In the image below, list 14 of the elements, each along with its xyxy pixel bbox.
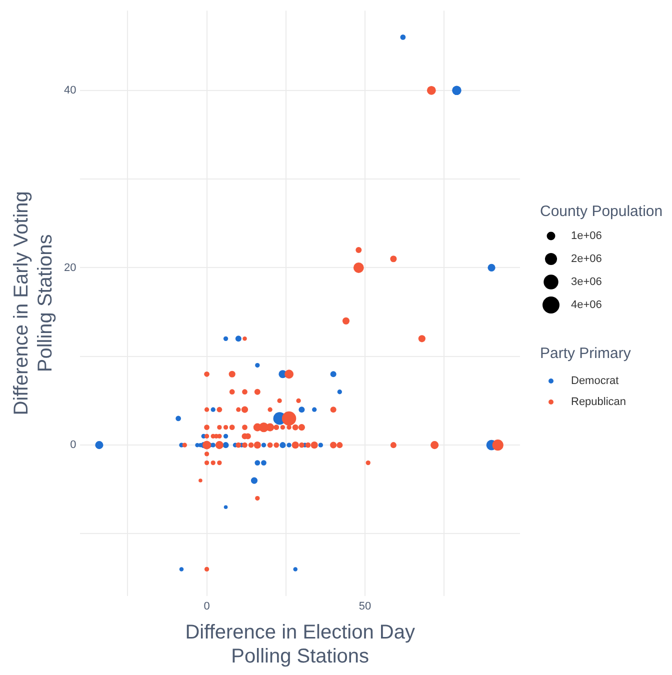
legend-label: 1e+06 [571, 230, 602, 242]
y-tick-label: 40 [64, 84, 76, 96]
legend-title: Party Primary [540, 345, 632, 362]
y-tick-label: 0 [70, 439, 76, 452]
legend-label: 3e+06 [571, 276, 602, 288]
legend-label: 2e+06 [571, 253, 602, 266]
y-axis-title: Difference in Early Voting Polling Stations [10, 191, 57, 416]
text: County Population [540, 203, 663, 220]
legend-label: Republican [571, 396, 626, 408]
x-tick-label: 50 [358, 600, 372, 612]
y-tick-label: 20 [64, 262, 76, 274]
x-axis-title: Difference in Election Day Polling Stations [185, 622, 415, 668]
legend-label: 4e+06 [571, 299, 602, 312]
legend-label: Democrat [571, 375, 619, 388]
